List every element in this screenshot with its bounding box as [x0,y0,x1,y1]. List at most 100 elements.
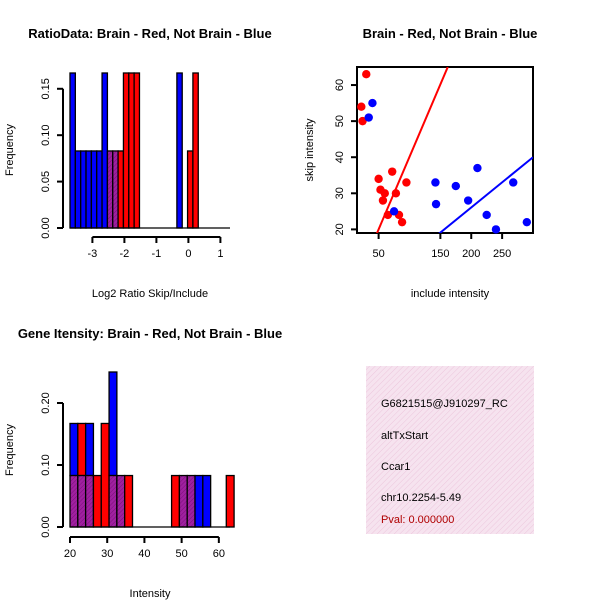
hist2-bar [77,422,87,477]
hist2-bar [108,371,118,477]
hist2-overlap-bar [84,474,95,528]
scatter-axes: 50 150 200 250 20 30 40 50 60 [334,79,511,260]
hist2-bar [202,474,212,528]
scatter-point [383,210,393,220]
scatter-x-tick-label: 250 [493,248,511,260]
scatter-point [358,116,367,126]
hist1-x-tick-label: 0 [185,248,191,260]
scatter-xlabel: include intensity [411,288,490,300]
scatter-point [364,113,373,122]
scatter-point [368,98,377,108]
hist1-bar [90,150,98,229]
scatter-point [402,178,411,187]
scatter-x-tick-label: 50 [372,248,384,260]
ratio-histogram-ylabel: Frequency [4,124,16,176]
hist2-bar [69,422,79,477]
scatter-point [431,199,441,209]
event-type: altTxStart [381,430,428,442]
scatter-y-tick-label: 60 [334,79,346,91]
info-box-background [366,366,534,534]
ratio-histogram-panel: RatioData: Brain - Red, Not Brain - Blue… [4,26,272,300]
hist1-bar [186,150,194,229]
ratio-histogram-title: RatioData: Brain - Red, Not Brain - Blue [28,26,271,41]
scatter-point [482,210,491,220]
scatter-point [522,217,532,227]
event-info-box: G6821515@J910297_RC altTxStart Ccar1 chr… [366,366,534,534]
scatter-point [473,163,482,173]
hist2-x-tick-label: 40 [138,548,150,560]
hist1-y-tick-label: 0.15 [40,78,52,99]
hist2-y-tick-label: 0.10 [40,454,52,475]
hist1-x-tick-label: -3 [88,248,98,260]
intensity-histogram-bars [69,371,235,528]
hist1-bar [101,72,109,229]
hist1-x-tick-label: 1 [217,248,223,260]
intensity-histogram-panel: Gene Itensity: Brain - Red, Not Brain - … [4,326,282,600]
hist2-bar [194,474,204,528]
hist2-x-tick-label: 60 [213,548,225,560]
hist1-bar [192,72,199,229]
hist2-x-tick-label: 50 [176,548,188,560]
scatter-point [376,185,385,194]
scatter-fit-line [438,156,533,233]
scatter-y-tick-label: 40 [334,151,346,163]
intensity-histogram-title: Gene Itensity: Brain - Red, Not Brain - … [18,326,282,341]
scatter-y-tick-label: 50 [334,115,346,127]
hist1-x-tick-label: -1 [152,248,162,260]
scatter-points [357,70,532,234]
hist2-overlap-bar [77,474,87,528]
ratio-histogram-xlabel: Log2 Ratio Skip/Include [92,288,208,300]
scatter-plot-frame [356,66,534,234]
scatter-title: Brain - Red, Not Brain - Blue [363,26,538,41]
hist2-x-tick-label: 20 [64,548,76,560]
hist2-y-tick-label: 0.20 [40,392,52,413]
hist1-bar [176,72,183,229]
scatter-point [391,189,401,198]
hist2-y-tick-label: 0.00 [40,516,52,537]
scatter-x-tick-label: 200 [462,248,480,260]
hist1-bar [80,150,87,229]
hist1-x-tick-label: -2 [120,248,130,260]
scatter-point [362,70,371,79]
scatter-point [491,225,501,234]
hist2-bar [84,422,95,477]
scatter-point [431,178,440,187]
hist1-overlap-bar [106,150,114,229]
genomic-location: chr10.2254-5.49 [381,492,461,504]
scatter-point [397,217,407,227]
ratio-histogram-bars [69,72,199,229]
scatter-point [509,178,518,187]
hist2-bar [124,474,134,528]
ratio-histogram-axes: -3 -2 -1 0 1 0.00 0.05 0.10 0.15 [40,78,230,260]
event-id: G6821515@J910297_RC [381,398,508,410]
hist1-bar [117,150,125,229]
scatter-point [357,102,366,111]
hist2-bar [225,474,235,528]
hist2-overlap-bar [186,474,196,528]
hist2-overlap-bar [108,474,118,528]
scatter-point [374,174,383,184]
intensity-histogram-ylabel: Frequency [4,424,16,476]
scatter-fit-line [375,67,449,233]
scatter-y-tick-label: 30 [334,187,346,199]
p-value: Pval: 0.000000 [381,514,454,526]
hist2-bar [92,474,102,528]
hist2-bar [170,474,181,528]
hist2-overlap-bar [178,474,188,528]
scatter-y-tick-label: 20 [334,223,346,235]
hist1-overlap-bar [112,150,119,229]
hist2-overlap-bar [69,474,79,528]
scatter-fit-lines [375,67,533,233]
intensity-histogram-xlabel: Intensity [130,588,171,600]
scatter-point [463,196,473,205]
hist1-bar [128,72,135,229]
hist1-bar [85,150,93,229]
hist1-y-tick-label: 0.10 [40,124,52,145]
hist1-bar [69,72,76,229]
intensity-scatter-panel: Brain - Red, Not Brain - Blue 50 150 200 25… [304,26,537,300]
intensity-histogram-axes: 20 30 40 50 60 0.00 0.10 0.20 [40,392,230,560]
hist2-overlap-bar [116,474,126,528]
scatter-point [388,167,397,176]
hist1-bar [74,150,82,229]
